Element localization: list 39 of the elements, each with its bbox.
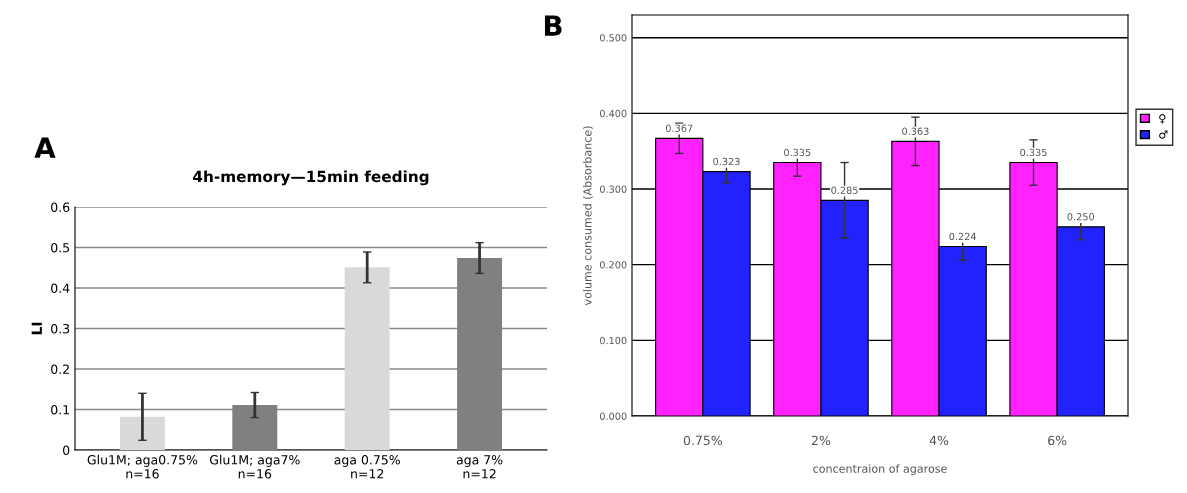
x-axis-title: concentraion of agarose <box>813 464 947 475</box>
data-label: 0.335 <box>784 148 811 157</box>
bar <box>344 267 390 450</box>
legend-label: ♀ <box>1159 114 1166 124</box>
y-tick-label: 0.2 <box>51 364 69 374</box>
y-tick-label: 0.100 <box>599 336 627 345</box>
x-tick-label: aga 7% n=12 <box>456 455 503 479</box>
data-label: 0.250 <box>1067 213 1095 221</box>
y-tick-label: 0.4 <box>51 283 70 293</box>
y-tick-label: 0.6 <box>51 202 70 212</box>
y-tick-label: 0.5 <box>51 242 70 253</box>
y-tick-label: 0.000 <box>599 412 627 420</box>
y-tick-label: 0 <box>63 445 70 455</box>
data-label: 0.335 <box>1020 148 1047 157</box>
y-tick-label: 0.1 <box>51 404 69 415</box>
x-tick-label: 4% <box>929 435 949 446</box>
data-label: 0.363 <box>902 127 929 135</box>
y-tick-label: 0.500 <box>599 34 627 42</box>
x-tick-label: 6% <box>1048 435 1067 446</box>
y-axis-title: LI <box>31 322 42 335</box>
y-tick-label: 0.200 <box>599 261 627 269</box>
x-tick-label: aga 0.75% n=12 <box>334 455 400 479</box>
text: A <box>34 137 56 158</box>
text: B <box>544 15 562 36</box>
bar <box>119 416 165 450</box>
chart-title: 4h-memory—15min feeding <box>193 170 429 186</box>
data-label: 0.224 <box>949 232 977 241</box>
y-tick-label: 0.3 <box>51 323 70 334</box>
y-tick-label: 0.400 <box>599 109 627 118</box>
data-label: 0.323 <box>713 157 740 166</box>
x-tick-label: 2% <box>811 435 831 446</box>
x-tick-label: Glu1M; aga0.75% n=16 <box>87 454 198 479</box>
data-label: 0.285 <box>831 186 858 194</box>
legend-label: ♂ <box>1159 130 1168 139</box>
x-tick-label: Glu1M; aga7% n=16 <box>209 454 300 479</box>
data-label: 0.367 <box>665 124 693 132</box>
y-axis-title: volume consumed (Absorbance) <box>583 126 593 306</box>
x-tick-label: 0.75% <box>683 435 723 446</box>
y-tick-label: 0.300 <box>599 185 627 193</box>
